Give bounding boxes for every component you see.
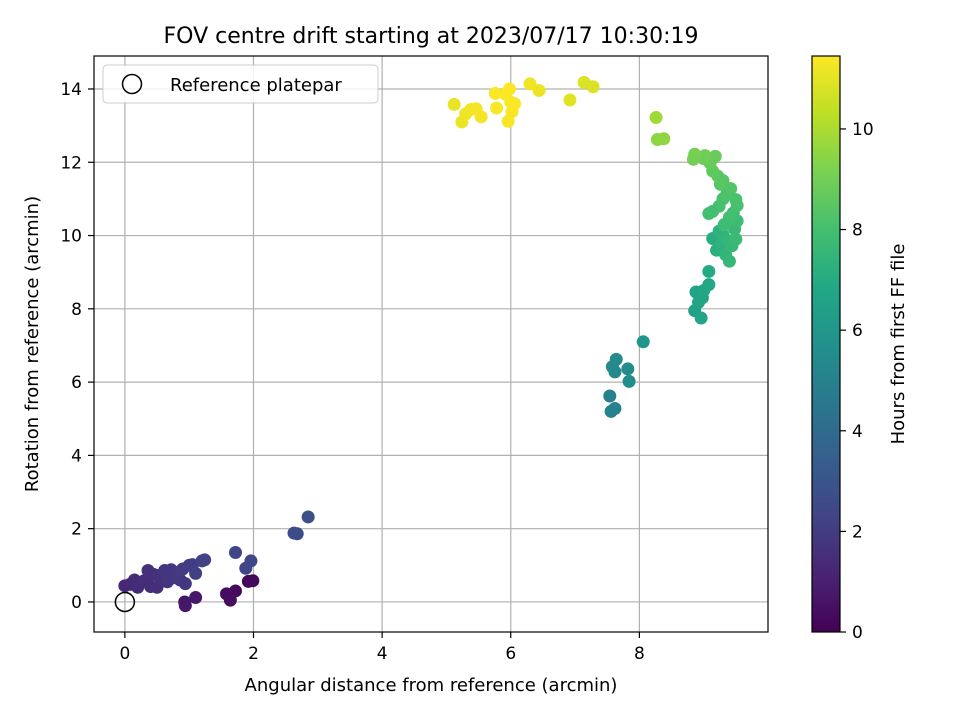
colorbar-tick-label: 0 [852,623,863,643]
plot-border [93,55,769,633]
scatter-point [702,207,716,221]
colorbar-label: Hours from first FF file [888,244,909,445]
scatter-point [603,389,617,403]
y-tick-label: 0 [71,593,82,613]
x-tick-label: 0 [119,644,130,664]
x-axis-label: Angular distance from reference (arcmin) [245,675,618,696]
reference-point-marker [114,591,136,613]
y-tick-label: 12 [60,153,82,173]
y-axis-label: Rotation from reference (arcmin) [22,196,43,492]
plot-area [93,55,769,633]
x-tick-label: 6 [505,644,516,664]
colorbar-gradient [811,55,841,633]
y-tick-label: 8 [71,300,82,320]
scatter-point [290,527,304,541]
legend-box [102,64,379,104]
y-gridlines [94,88,768,603]
x-tick-label: 4 [377,644,388,664]
scatter-point [228,545,242,559]
scatter-point [158,563,172,577]
scatter-point [717,218,731,232]
scatter-point [608,365,622,379]
scatter-point [722,254,736,268]
scatter-point [178,577,192,591]
scatter-point [622,374,636,388]
colorbar-tick-label: 6 [852,321,863,341]
legend: Reference platepar [102,64,379,104]
scatter-point [621,362,635,376]
scatter-point [636,335,650,349]
scatter-point [657,132,671,146]
scatter-point [244,554,258,568]
scatter-point [189,591,203,605]
scatter-point [724,182,738,196]
scatter-point [716,174,730,188]
scatter-point [223,593,237,607]
scatter-point [698,149,712,163]
colorbar: 0 2 4 6 8 10 Hours from first FF file [811,55,909,643]
scatter-point [609,352,623,366]
scatter-point [586,80,600,94]
scatter-point [488,86,502,100]
colorbar-tick-label: 4 [852,422,863,442]
scatter-points [118,75,744,613]
scatter-point [189,566,203,580]
x-axis-ticks: 0 2 4 6 8 [119,632,645,664]
scatter-point [532,83,546,97]
scatter-point [508,97,522,111]
scatter-point [702,264,716,278]
y-tick-label: 6 [71,373,82,393]
plot-background [94,56,768,632]
y-tick-label: 10 [60,227,82,247]
scatter-point [563,93,577,107]
scatter-point [246,574,260,588]
y-tick-label: 14 [60,80,82,100]
scatter-point [649,111,663,125]
x-tick-label: 2 [248,644,259,664]
x-tick-label: 8 [634,644,645,664]
chart-title: FOV centre drift starting at 2023/07/17 … [164,24,699,49]
x-gridlines [124,56,640,632]
scatter-point [523,77,537,91]
colorbar-ticks: 0 2 4 6 8 10 [840,120,874,643]
y-axis-ticks: 0 2 4 6 8 10 12 14 [60,80,94,613]
legend-marker [121,73,143,95]
y-tick-label: 4 [71,446,82,466]
y-tick-label: 2 [71,520,82,540]
scatter-point [729,232,743,246]
scatter-point [502,82,516,96]
scatter-point [474,110,488,124]
scatter-point [178,599,192,613]
scatter-point [730,198,744,212]
colorbar-tick-label: 10 [852,120,874,140]
scatter-point [490,101,504,115]
scatter-point [608,401,622,415]
legend-entry: Reference platepar [170,75,342,96]
colorbar-tick-label: 2 [852,522,863,542]
scatter-point [686,152,700,166]
scatter-point [198,553,212,567]
scatter-point [447,97,461,111]
scatter-point [702,278,716,292]
colorbar-tick-label: 8 [852,221,863,241]
scatter-point [694,311,708,325]
scatter-point [301,510,315,524]
